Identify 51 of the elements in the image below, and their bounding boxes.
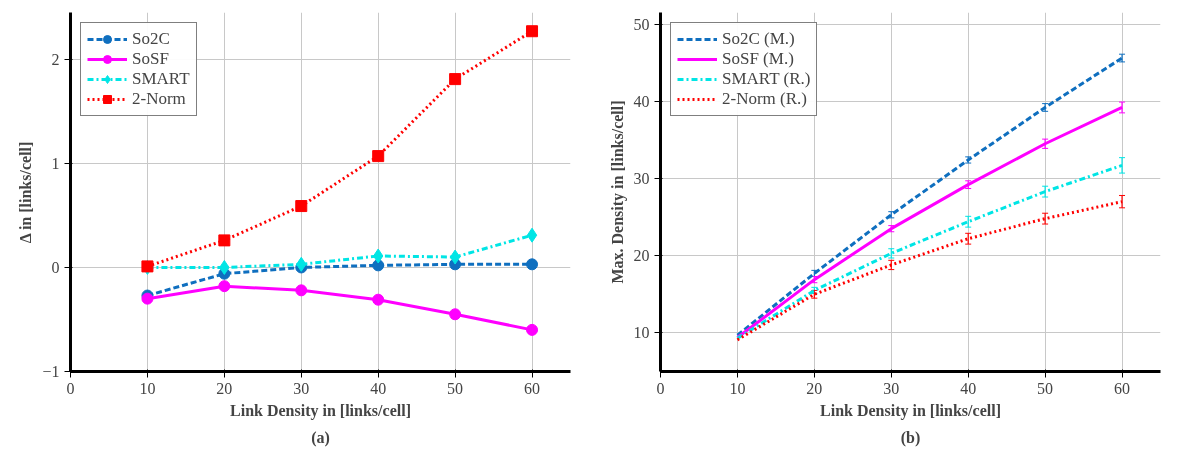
x-tick-label: 0 [656,379,665,397]
point [372,150,385,163]
x-tick-label: 30 [883,379,900,397]
x-tick-label: 0 [66,379,75,397]
legend-label: SoSF [132,49,169,69]
point [526,323,539,336]
y-tick-label: 0 [51,258,60,276]
y-tick-label: 1 [51,154,60,172]
point [218,280,231,293]
point [449,308,462,321]
y-tick-label: −1 [42,363,60,380]
y-tick-label: 40 [633,92,650,110]
point [449,249,461,265]
y-tick-label: 50 [633,15,650,33]
x-tick-label: 50 [447,379,464,397]
x-tick-label: 10 [729,379,746,397]
y-axis-title: Δ in [links/cell] [17,141,35,244]
x-tick-label: 40 [370,379,387,397]
x-tick-label: 20 [216,379,233,397]
x-tick-label: 50 [1037,379,1054,397]
legend-label: So2C [132,29,170,49]
point [526,258,539,271]
point [295,200,308,213]
x-tick-label: 60 [524,379,541,397]
y-tick-label: 10 [633,324,650,342]
text: (b) [900,428,921,447]
legend-label: 2-Norm [132,89,186,109]
x-tick-label: 10 [139,379,156,397]
x-tick-label: 40 [960,379,977,397]
line-series [735,200,1124,342]
x-tick-label: 30 [293,379,310,397]
legend-label: SoSF (M.) [722,49,794,69]
legend-label: 2-Norm (R.) [722,89,807,109]
text: (a) [311,428,330,447]
legend-label: SMART (R.) [722,69,811,89]
point [218,234,231,247]
y-tick-label: 20 [633,247,650,265]
point [526,227,538,243]
y-tick-label: 2 [51,50,60,68]
x-axis-title: Link Density in [links/cell] [230,401,411,420]
legend-label: So2C (M.) [722,29,795,49]
point [526,25,539,38]
legend-label: SMART [132,69,190,89]
y-tick-label: 30 [633,169,650,187]
y-axis-title: Max. Density in [links/cell] [608,100,627,284]
x-tick-label: 60 [1114,379,1131,397]
x-axis-title: Link Density in [links/cell] [820,401,1001,420]
x-tick-label: 20 [806,379,823,397]
point [295,284,308,297]
point [372,293,385,306]
point [449,73,462,86]
